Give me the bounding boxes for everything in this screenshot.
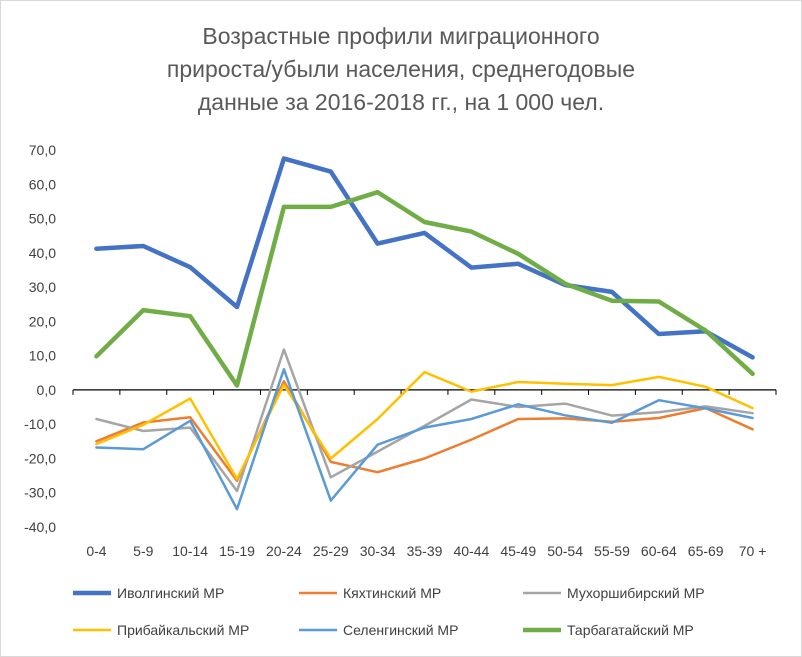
legend-item: Прибайкальский МР <box>73 622 249 638</box>
series-line <box>94 189 755 388</box>
x-tick-label: 55-59 <box>594 543 630 559</box>
x-tick-label: 15-19 <box>219 543 255 559</box>
legend-item: Иволгинский МР <box>73 585 224 601</box>
y-tick-label: 60,0 <box>29 176 56 192</box>
legend: Иволгинский МР Кяхтинский МР Мухоршибирски… <box>73 585 705 638</box>
x-axis: 0-4 5-9 10-14 15-19 20-24 25-29 30-34 35-39 40-4… <box>72 389 777 559</box>
y-tick-label: -30,0 <box>24 485 56 501</box>
y-tick-label: -40,0 <box>24 519 56 535</box>
legend-label: Селенгинский МР <box>343 622 458 638</box>
x-tick-label: 60-64 <box>641 543 677 559</box>
x-tick-label: 0-4 <box>86 543 106 559</box>
x-tick-label: 50-54 <box>547 543 583 559</box>
legend-item: Селенгинский МР <box>299 622 458 638</box>
series-lines <box>94 156 755 511</box>
x-tick-label: 10-14 <box>172 543 208 559</box>
series-line <box>95 368 754 511</box>
y-tick-label: 40,0 <box>29 245 56 261</box>
y-tick-label: 70,0 <box>29 142 56 158</box>
x-tick-label: 35-39 <box>407 543 443 559</box>
legend-label: Прибайкальский МР <box>117 622 249 638</box>
x-tick-label: 70 + <box>739 543 767 559</box>
legend-label: Иволгинский МР <box>117 585 224 601</box>
x-tick-label: 30-34 <box>360 543 396 559</box>
legend-item: Мухоршибирский МР <box>523 585 705 601</box>
y-tick-label: -20,0 <box>24 450 56 466</box>
x-tick-label: 20-24 <box>266 543 302 559</box>
legend-label: Кяхтинский МР <box>343 585 441 601</box>
legend-label: Тарбагатайский МР <box>567 622 694 638</box>
y-tick-label: 20,0 <box>29 313 56 329</box>
x-tick-label: 40-44 <box>453 543 489 559</box>
series-line <box>95 370 754 481</box>
y-tick-label: 50,0 <box>29 211 56 227</box>
y-tick-label: 0,0 <box>37 382 57 398</box>
legend-label: Мухоршибирский МР <box>567 585 705 601</box>
x-tick-label: 65-69 <box>688 543 724 559</box>
series-line <box>95 380 754 482</box>
y-axis: 70,0 60,0 50,0 40,0 30,0 20,0 10,0 0,0 -10,0 -20,… <box>24 142 56 535</box>
y-tick-label: 10,0 <box>29 348 56 364</box>
x-tick-label: 5-9 <box>133 543 153 559</box>
x-tick-label: 45-49 <box>500 543 536 559</box>
x-tick-label: 25-29 <box>313 543 349 559</box>
legend-item: Кяхтинский МР <box>299 585 441 601</box>
y-tick-label: 30,0 <box>29 279 56 295</box>
chart-title: Возрастные профили миграционного прирост… <box>166 23 636 115</box>
series-line <box>95 348 754 493</box>
legend-item: Тарбагатайский МР <box>523 622 694 638</box>
series-line <box>94 156 755 360</box>
y-tick-label: -10,0 <box>24 416 56 432</box>
